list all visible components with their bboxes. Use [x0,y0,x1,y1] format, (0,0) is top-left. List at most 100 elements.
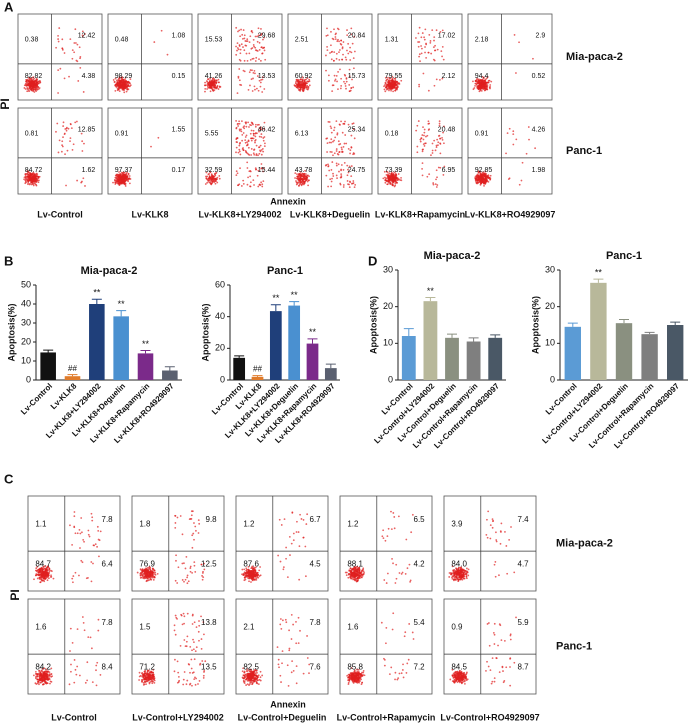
cell-dot [434,85,436,87]
cell-dot [202,579,204,581]
cell-dot [50,681,52,683]
cell-dot [92,563,94,565]
cell-dot [182,533,184,535]
cell-dot [334,80,336,82]
cell-dot [342,54,344,56]
cell-dot [519,184,521,186]
cell-dot [289,536,291,538]
cell-dot [191,649,193,651]
cell-dot [340,177,342,179]
cell-dot [346,81,348,83]
cell-dot [333,60,335,62]
cell-dot [33,181,35,183]
cell-dot [73,515,75,517]
cell-dot [334,136,336,138]
cell-dot [495,531,497,533]
cell-dot [70,664,72,666]
cell-dot [190,566,192,568]
cell-dot [66,130,68,132]
cell-dot [116,180,118,182]
cell-dot [32,81,34,83]
cell-dot [210,86,212,88]
cell-dot [259,184,261,186]
cell-dot [393,516,395,518]
cell-dot [338,51,340,53]
cell-dot [71,578,73,580]
cell-dot [210,83,212,85]
cell-dot [262,52,264,54]
cell-dot [204,91,206,93]
cell-dot [247,167,249,169]
cell-dot [204,88,206,90]
cell-dot [515,138,517,140]
quadrant-value: 4.26 [532,126,546,133]
cell-dot [468,568,470,570]
cell-dot [425,136,427,138]
cell-dot [482,85,484,87]
cell-dot [340,169,342,171]
cell-dot [439,123,441,125]
cell-dot [69,140,71,142]
cell-dot [139,672,141,674]
cell-dot [262,180,264,182]
cell-dot [458,569,460,571]
cell-dot [127,81,129,83]
cell-dot [325,175,327,177]
cell-dot [258,569,260,571]
cell-dot [247,152,249,154]
cell-dot [148,572,150,574]
cell-dot [442,29,444,31]
quadrant-value: 15.53 [205,37,223,44]
cell-dot [81,181,83,183]
quadrant-value: 98.29 [115,73,133,80]
cell-dot [424,39,426,41]
cell-dot [27,80,29,82]
cell-dot [392,90,394,92]
cell-dot [123,176,125,178]
cell-dot [237,123,239,125]
cell-dot [42,573,44,575]
cell-dot [260,145,262,147]
cell-dot [299,545,301,547]
cell-dot [193,678,195,680]
cell-dot [39,677,41,679]
cell-dot [244,60,246,62]
cell-dot [336,58,338,60]
cell-dot [331,51,333,53]
cell-dot [384,89,386,91]
axis-label: PI [0,98,12,109]
cell-dot [55,131,57,133]
cell-dot [492,520,494,522]
cell-dot [430,40,432,42]
cell-dot [393,85,395,87]
cell-dot [79,533,81,535]
row-label: Panc-1 [566,145,602,157]
cell-dot [342,132,344,134]
cell-dot [90,636,92,638]
cell-dot [465,571,467,573]
cell-dot [93,545,95,547]
cell-dot [175,634,177,636]
cell-dot [473,88,475,90]
cell-dot [218,88,220,90]
cell-dot [338,163,340,165]
cell-dot [297,85,299,87]
cell-dot [62,136,64,138]
cell-dot [329,142,331,144]
cell-dot [127,180,129,182]
cell-dot [175,560,177,562]
cell-dot [349,51,351,53]
cell-dot [253,133,255,135]
cell-dot [243,183,245,185]
cell-dot [209,181,211,183]
cell-dot [79,46,81,48]
cell-dot [384,90,386,92]
cell-dot [245,121,247,123]
cell-dot [495,576,497,578]
cell-dot [436,184,438,186]
cell-dot [392,512,394,514]
cell-dot [259,42,261,44]
cell-dot [432,143,434,145]
cell-dot [490,524,492,526]
quadrant-value: 82.82 [25,73,43,80]
